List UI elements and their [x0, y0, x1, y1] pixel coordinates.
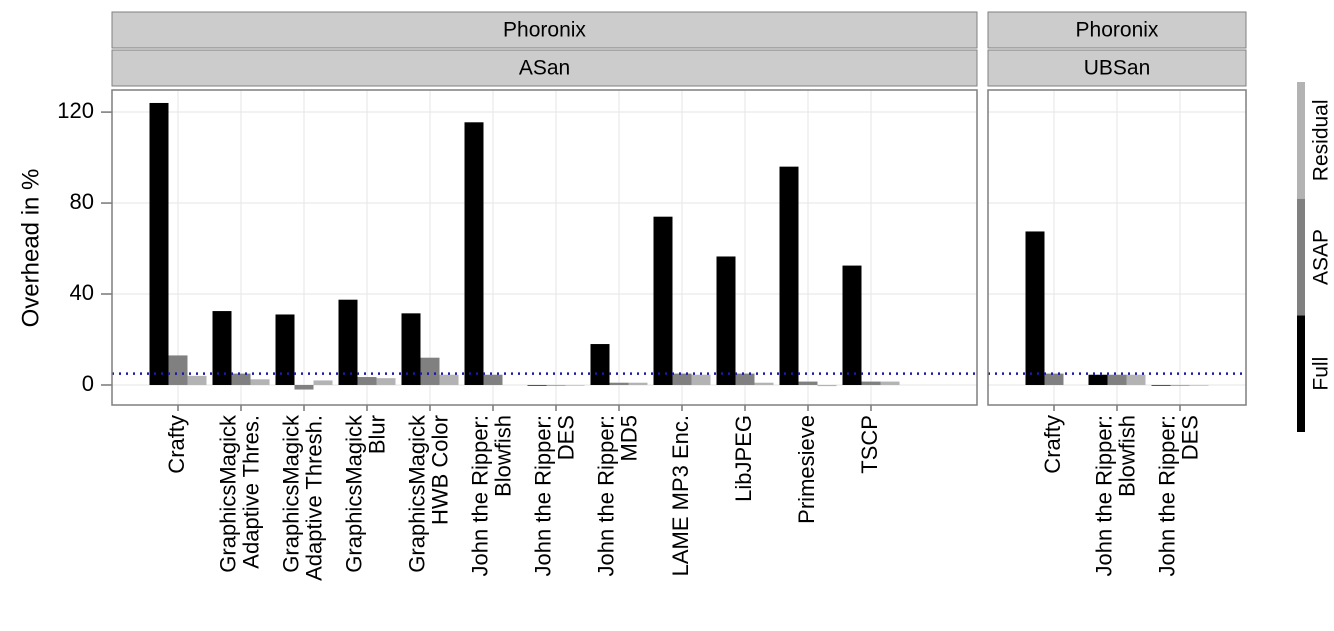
bar	[1025, 231, 1045, 385]
bar	[527, 384, 547, 386]
x-tick-label: Crafty	[1040, 415, 1065, 474]
strip-label: Phoronix	[503, 19, 586, 42]
bar	[546, 384, 566, 386]
bar	[653, 216, 673, 385]
x-tick-label: John the Ripper:MD5	[593, 415, 641, 576]
panel-border	[987, 89, 1247, 406]
bar	[817, 384, 837, 387]
bar	[1088, 374, 1108, 385]
legend-swatch	[1297, 315, 1305, 432]
bar	[735, 373, 755, 385]
strip-label: Phoronix	[1076, 19, 1159, 42]
bar	[483, 374, 503, 385]
y-tick-label: 80	[70, 189, 94, 214]
legend-label: Residual	[1310, 99, 1333, 181]
bar	[691, 374, 711, 385]
legend-label: Full	[1310, 357, 1333, 391]
y-tick-label: 40	[70, 280, 94, 305]
bar	[628, 382, 648, 385]
bar	[149, 102, 169, 385]
bar	[609, 382, 629, 385]
bar	[313, 380, 333, 385]
bar	[401, 313, 421, 385]
bar	[338, 299, 358, 385]
legend-swatch	[1297, 82, 1305, 199]
bar	[861, 381, 881, 385]
strip	[987, 49, 1247, 87]
y-axis-title: Overhead in %	[17, 169, 44, 328]
bar	[1126, 374, 1146, 385]
bar	[779, 166, 799, 385]
x-tick-label: John the Ripper:DES	[1154, 415, 1202, 576]
bar	[1189, 384, 1209, 386]
y-tick-label: 0	[82, 371, 94, 396]
bar	[212, 311, 232, 385]
bar	[1107, 374, 1127, 385]
strip-label: UBSan	[1084, 57, 1151, 80]
bar	[231, 373, 251, 385]
legend-swatch	[1297, 198, 1305, 316]
bar	[842, 265, 862, 385]
x-tick-label: GraphicsMagickHWB Color	[404, 414, 452, 573]
x-tick-label: GraphicsMagickAdaptive Thresh.	[278, 414, 326, 581]
strip	[111, 49, 978, 87]
x-tick-label: LibJPEG	[731, 415, 756, 502]
bar	[1170, 384, 1190, 386]
bar	[798, 381, 818, 385]
y-tick-label: 120	[57, 98, 94, 123]
bar	[565, 384, 585, 386]
strip-label: ASan	[519, 57, 570, 80]
x-tick-label: Crafty	[164, 415, 189, 474]
bar	[420, 357, 440, 385]
x-tick-label: GraphicsMagickAdaptive Thres.	[215, 414, 263, 573]
bar	[1151, 384, 1171, 386]
x-tick-label: Primesieve	[794, 415, 819, 524]
x-tick-label: John the Ripper:Blowfish	[1091, 415, 1139, 576]
bar	[439, 374, 459, 385]
bar	[1044, 373, 1064, 385]
bar	[294, 384, 314, 390]
panel-background	[112, 90, 977, 405]
legend-label: ASAP	[1310, 229, 1333, 285]
bar	[357, 377, 377, 385]
strip	[987, 11, 1247, 49]
bar	[716, 256, 736, 385]
x-tick-label: LAME MP3 Enc.	[668, 415, 693, 576]
bar	[672, 373, 692, 385]
strip	[111, 11, 978, 49]
panel-border	[111, 89, 978, 406]
bar	[250, 379, 270, 385]
bar	[590, 344, 610, 385]
x-tick-label: John the Ripper:DES	[530, 415, 578, 576]
bar	[275, 314, 295, 385]
bar	[754, 382, 774, 385]
x-tick-label: TSCP	[857, 415, 882, 474]
bar	[464, 122, 484, 385]
bar	[168, 355, 188, 385]
x-tick-label: John the Ripper:Blowfish	[467, 415, 515, 576]
bar	[187, 375, 207, 385]
bar	[880, 381, 900, 385]
bar	[376, 378, 396, 385]
x-tick-label: GraphicsMagickBlur	[341, 414, 389, 573]
